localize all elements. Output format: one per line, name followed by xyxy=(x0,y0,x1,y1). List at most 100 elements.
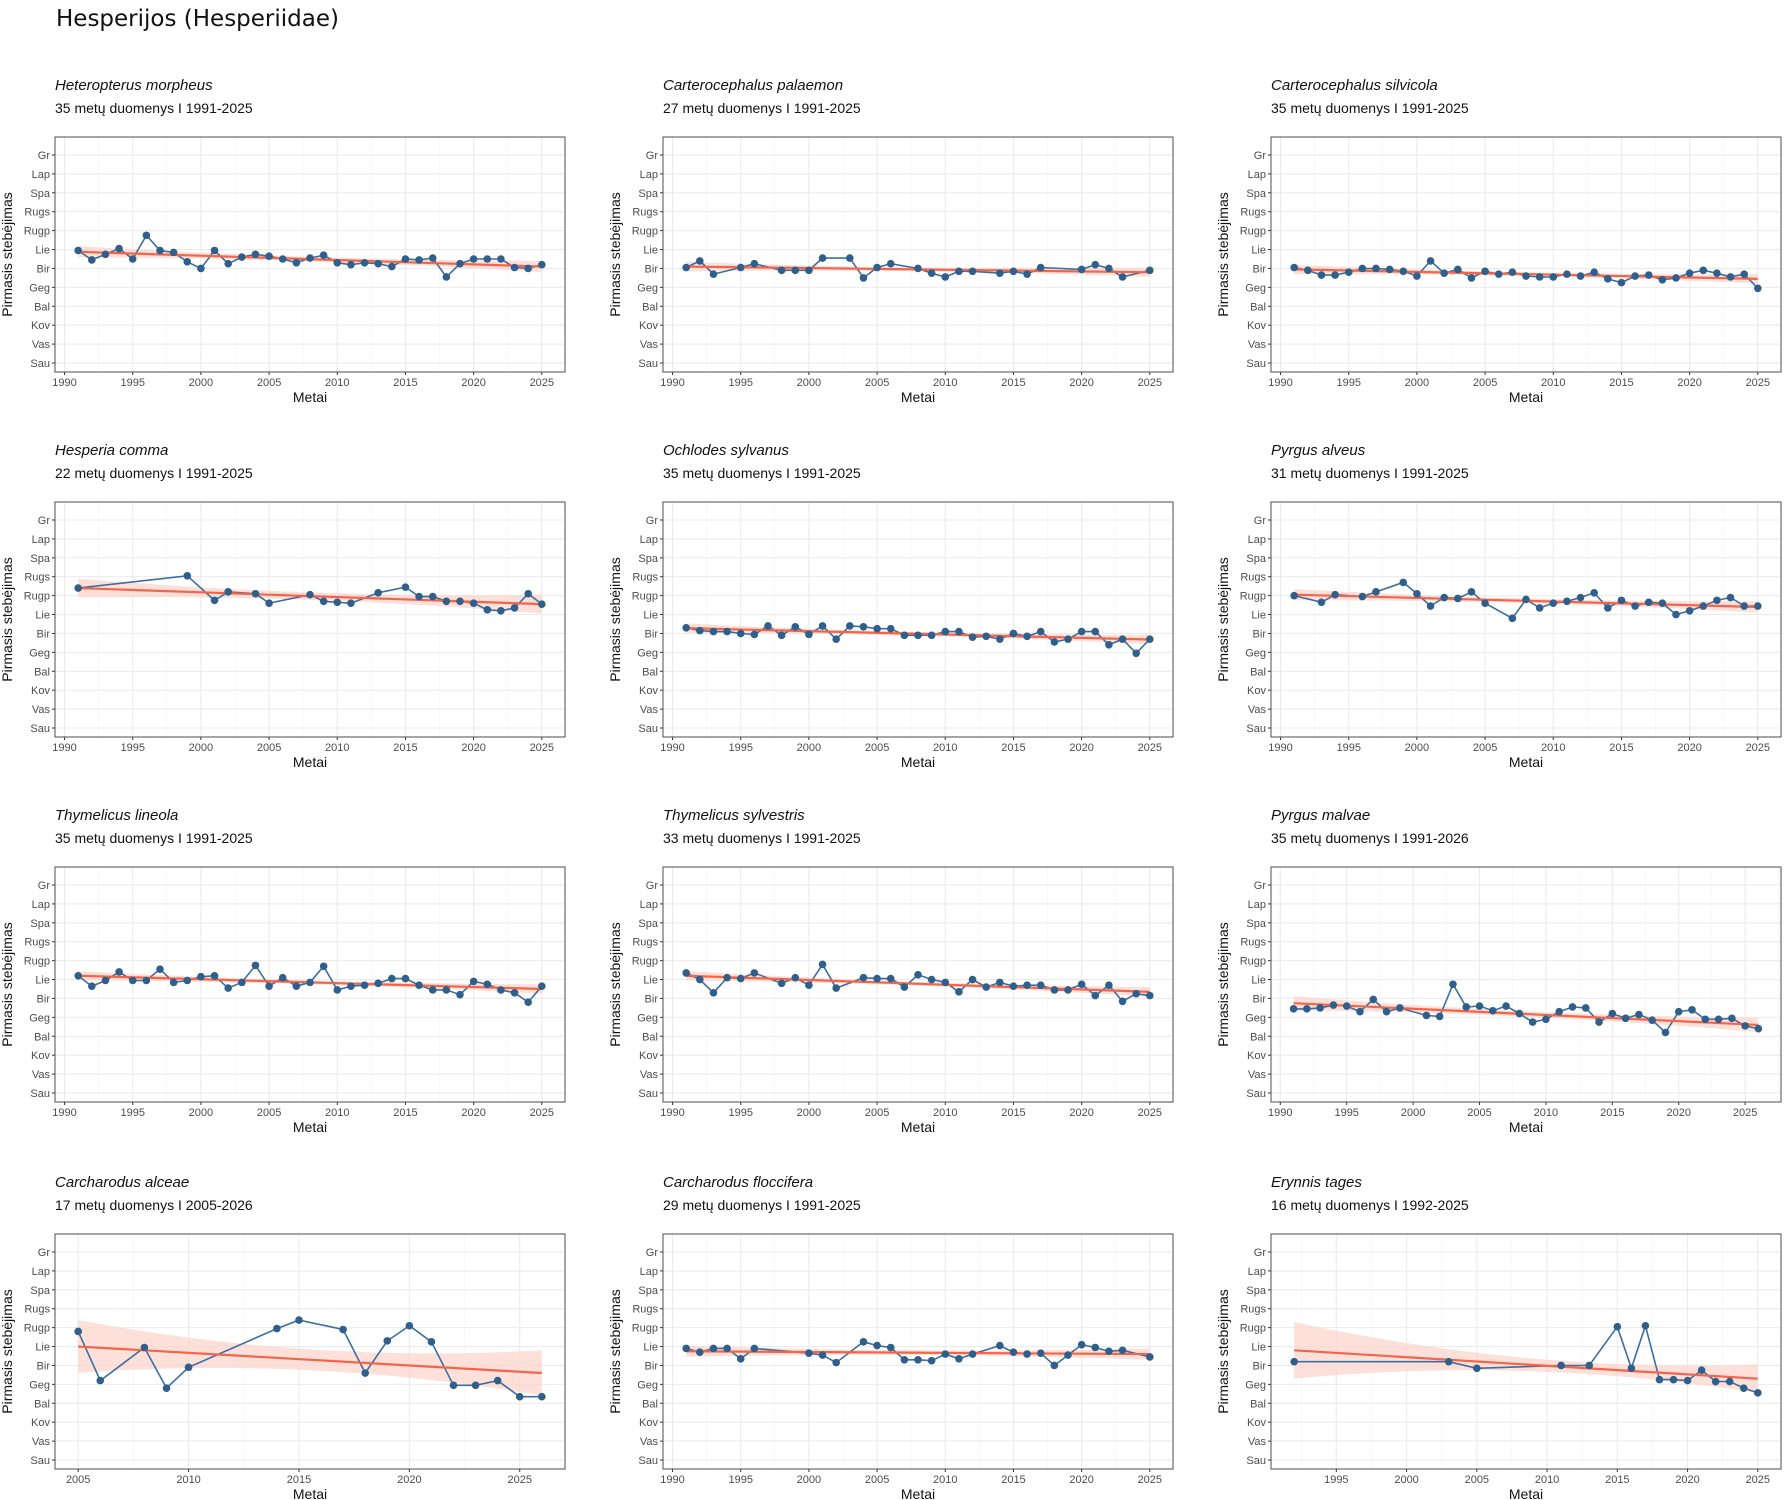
chart-panel-12: Erynnis tages 16 metų duomenys I 1992-202… xyxy=(1215,1174,1782,1500)
x-tick-label: 2015 xyxy=(1609,742,1633,754)
data-point xyxy=(846,622,854,630)
data-point xyxy=(333,598,342,607)
data-point xyxy=(1685,606,1694,615)
y-tick-label: Rugs xyxy=(632,1304,658,1316)
data-point xyxy=(1467,588,1476,596)
data-point xyxy=(442,597,451,606)
data-point xyxy=(1426,602,1435,610)
x-tick-label: 2005 xyxy=(1465,1474,1489,1486)
data-point xyxy=(818,1351,827,1359)
data-point xyxy=(873,624,881,633)
x-tick-label: 2000 xyxy=(1401,1107,1425,1119)
x-tick-label: 2010 xyxy=(1535,1474,1559,1486)
data-point xyxy=(1009,982,1018,990)
x-tick-label: 2020 xyxy=(397,1474,421,1486)
y-tick-label: Rugp xyxy=(1240,591,1266,603)
chart-panel-1: Heteropterus morpheus 35 metų duomenys I … xyxy=(0,77,566,405)
data-point xyxy=(1617,278,1626,287)
data-point xyxy=(941,978,950,987)
x-tick-label: 2025 xyxy=(530,377,554,389)
data-point xyxy=(538,982,546,990)
y-tick-label: Rugs xyxy=(632,572,658,584)
panel-title: Carterocephalus palaemon xyxy=(663,77,843,94)
y-tick-label: Lie xyxy=(1251,1342,1266,1354)
plot-background xyxy=(1271,867,1781,1102)
x-tick-label: 2010 xyxy=(325,1107,349,1119)
data-point xyxy=(791,973,800,982)
data-point xyxy=(1557,1361,1565,1370)
y-tick-label: Bir xyxy=(1253,993,1267,1005)
x-axis-label: Metai xyxy=(1509,1119,1543,1135)
data-point xyxy=(415,981,423,990)
data-point xyxy=(497,986,505,994)
y-tick-label: Bal xyxy=(1250,301,1266,313)
x-tick-label: 2025 xyxy=(1138,1474,1162,1486)
y-tick-label: Bir xyxy=(37,263,51,275)
data-point xyxy=(1631,272,1639,280)
data-point xyxy=(1699,266,1708,275)
chart-panel-6: Pyrgus alveus 31 metų duomenys I 1991-202… xyxy=(1215,442,1782,770)
data-point xyxy=(1372,264,1380,273)
y-tick-label: Bir xyxy=(645,628,659,640)
data-point xyxy=(859,623,868,631)
data-point xyxy=(88,256,96,264)
data-point xyxy=(682,1344,690,1353)
data-point xyxy=(1316,1004,1324,1012)
y-tick-label: Bal xyxy=(1250,1031,1266,1043)
data-point xyxy=(74,1327,82,1336)
data-point xyxy=(1331,590,1339,599)
y-tick-label: Rugp xyxy=(1240,226,1266,238)
y-tick-label: Bal xyxy=(1250,1398,1266,1410)
y-tick-label: Rugs xyxy=(1240,937,1266,949)
x-tick-label: 1995 xyxy=(1324,1474,1348,1486)
data-point xyxy=(1331,271,1339,279)
data-point xyxy=(224,984,232,992)
x-axis-label: Metai xyxy=(901,389,935,405)
panel-title: Carcharodus alceae xyxy=(55,1174,189,1191)
data-point xyxy=(805,630,813,639)
data-point xyxy=(1726,593,1735,602)
data-point xyxy=(210,596,219,605)
x-tick-label: 2010 xyxy=(176,1474,200,1486)
y-tick-label: Lap xyxy=(1248,169,1266,181)
data-point xyxy=(859,973,868,982)
x-tick-label: 1995 xyxy=(120,1107,144,1119)
data-point xyxy=(955,1355,963,1363)
y-tick-label: Spa xyxy=(30,918,50,930)
y-tick-label: Spa xyxy=(1246,188,1266,200)
data-point xyxy=(360,981,369,990)
x-tick-label: 2010 xyxy=(1541,742,1565,754)
x-axis-label: Metai xyxy=(1509,1486,1543,1500)
data-point xyxy=(1726,273,1735,281)
data-point xyxy=(709,270,718,278)
data-point xyxy=(682,969,690,977)
data-point xyxy=(238,253,246,261)
data-point xyxy=(1289,1005,1298,1013)
y-tick-label: Spa xyxy=(1246,553,1266,565)
data-point xyxy=(224,588,232,596)
x-tick-label: 1990 xyxy=(52,1107,76,1119)
data-point xyxy=(1697,1366,1706,1374)
data-point xyxy=(1688,1006,1696,1014)
data-point xyxy=(515,1392,524,1401)
plot-frame xyxy=(662,1233,1174,1470)
data-point xyxy=(859,1338,868,1346)
data-point xyxy=(1454,265,1462,274)
data-point xyxy=(1064,635,1072,643)
data-point xyxy=(428,986,437,994)
data-point xyxy=(955,267,963,276)
data-point xyxy=(1118,635,1127,643)
data-point xyxy=(927,269,936,277)
data-point xyxy=(1077,1340,1086,1349)
y-tick-label: Rugs xyxy=(24,1304,50,1316)
y-tick-label: Vas xyxy=(640,339,659,351)
y-tick-label: Bal xyxy=(642,666,658,678)
x-tick-label: 2015 xyxy=(1600,1107,1624,1119)
data-point xyxy=(1009,1348,1018,1357)
y-tick-label: Sau xyxy=(1246,1088,1266,1100)
data-point xyxy=(1077,265,1086,274)
x-tick-label: 1995 xyxy=(120,742,144,754)
y-tick-label: Rugs xyxy=(632,937,658,949)
y-tick-label: Lap xyxy=(1248,534,1266,546)
x-tick-label: 1990 xyxy=(660,1107,684,1119)
